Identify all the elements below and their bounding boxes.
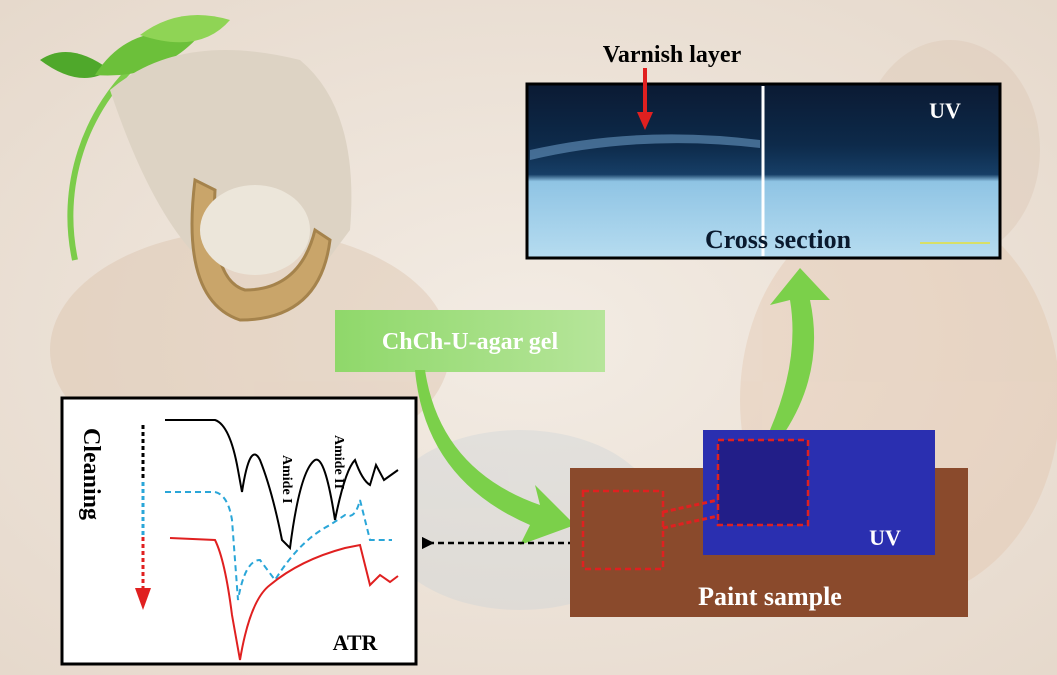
uv-label: UV — [929, 98, 961, 123]
cleaning-label: Cleaning — [78, 428, 104, 520]
atr-panel — [62, 398, 416, 664]
atr-label: ATR — [333, 630, 379, 655]
paint-sample-label: Paint sample — [698, 582, 842, 611]
region-box-uv — [718, 440, 808, 525]
varnish-label: Varnish layer — [603, 42, 742, 68]
peak-label: Amide II — [331, 435, 346, 489]
peak-label: Amide I — [279, 455, 294, 504]
graphical-abstract: Varnish layer UV Cross section ChCh-U-ag… — [0, 0, 1057, 675]
paint-uv-label: UV — [869, 525, 901, 550]
cross-section-label: Cross section — [705, 225, 852, 254]
gel-label: ChCh-U-agar gel — [382, 329, 559, 355]
